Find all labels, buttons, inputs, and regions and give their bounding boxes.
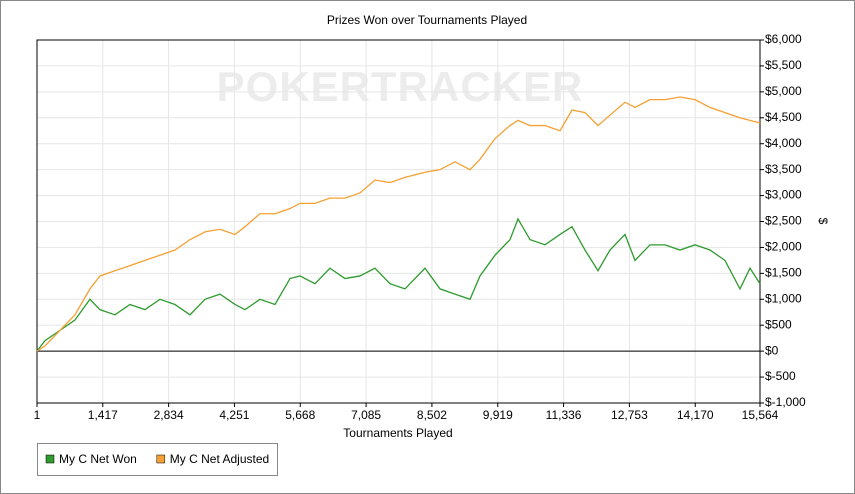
series-line xyxy=(36,96,761,352)
y-tick-label: $1,000 xyxy=(765,291,802,305)
y-tick-label: $0 xyxy=(765,343,779,357)
chart-title: Prizes Won over Tournaments Played xyxy=(327,13,527,27)
y-tick-label: $4,000 xyxy=(765,136,802,150)
x-tick-label: 1 xyxy=(34,408,41,422)
y-tick-label: $3,500 xyxy=(765,162,802,176)
x-tick-label: 4,251 xyxy=(219,408,249,422)
x-tick-label: 5,668 xyxy=(285,408,315,422)
x-tick-label: 1,417 xyxy=(88,408,118,422)
y-tick-label: $2,500 xyxy=(765,214,802,228)
y-tick-label: $3,000 xyxy=(765,188,802,202)
y-tick-label: $4,500 xyxy=(765,110,802,124)
x-tick-label: 11,336 xyxy=(546,408,582,422)
x-tick-label: 12,753 xyxy=(611,408,648,422)
legend-swatch xyxy=(45,454,55,464)
y-tick-label: $1,500 xyxy=(765,266,802,280)
series-line xyxy=(36,217,761,352)
y-tick-label: $6,000 xyxy=(765,32,802,46)
x-tick-label: 15,564 xyxy=(742,408,779,422)
x-tick-label: 9,919 xyxy=(483,408,513,422)
x-tick-label: 14,170 xyxy=(677,408,714,422)
legend-swatch xyxy=(156,454,166,464)
x-tick-label: 7,085 xyxy=(351,408,381,422)
y-tick-label: $5,000 xyxy=(765,84,802,98)
legend-label: My C Net Adjusted xyxy=(170,452,269,466)
y-tick-label: $5,500 xyxy=(765,58,802,72)
y-tick-label: $2,000 xyxy=(765,240,802,254)
y-tick-label: $500 xyxy=(765,317,792,331)
x-tick-label: 8,502 xyxy=(417,408,447,422)
y-tick-label: $-500 xyxy=(765,369,796,383)
y-tick-label: $-1,000 xyxy=(765,395,806,409)
x-tick-label: 2,834 xyxy=(154,408,184,422)
plot-border xyxy=(36,39,761,404)
watermark: POKERTRACKER xyxy=(217,63,584,110)
y-axis-label: $ xyxy=(816,218,830,225)
x-axis-label: Tournaments Played xyxy=(343,426,452,440)
legend-label: My C Net Won xyxy=(59,452,137,466)
